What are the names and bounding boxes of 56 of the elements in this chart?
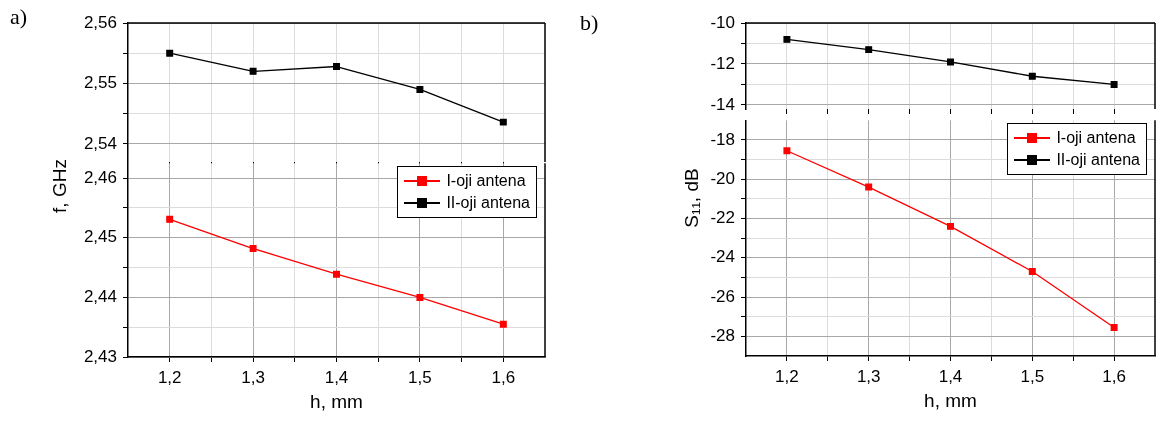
- x-tick-label: 1,3: [241, 367, 265, 387]
- x-axis-title: h, mm: [924, 389, 977, 411]
- point: [416, 293, 424, 301]
- x-tick-label: 1,6: [1102, 366, 1126, 386]
- x-tick-label: 1,2: [775, 366, 799, 386]
- point: [1110, 80, 1118, 88]
- point: [1028, 72, 1036, 80]
- point: [783, 147, 791, 155]
- y-axis-title: S₁₁, dB: [681, 168, 703, 228]
- point: [249, 67, 257, 75]
- x-tick-label: 1,2: [157, 367, 182, 387]
- point: [783, 35, 791, 43]
- y-tick-label: -26: [710, 286, 735, 306]
- y-tick-label: 2,44: [83, 287, 117, 307]
- y-tick-label: -14: [710, 94, 735, 114]
- y-tick-label: 2,43: [83, 346, 117, 366]
- point: [1028, 268, 1036, 276]
- y-tick-label: -20: [710, 168, 735, 188]
- x-tick-label: 1,5: [1020, 366, 1045, 386]
- point: [333, 270, 340, 278]
- legend-label: II-oji antena: [446, 193, 530, 213]
- legend-label: I-oji antena: [1056, 128, 1136, 148]
- y-tick-label: -12: [710, 53, 735, 73]
- y-tick-label: 2,55: [83, 73, 117, 93]
- y-tick-label: 2,46: [83, 167, 117, 187]
- point: [166, 49, 174, 57]
- point: [865, 46, 873, 54]
- legend-label: II-oji antena: [1056, 150, 1140, 170]
- point: [416, 86, 424, 93]
- x-tick-label: 1,4: [324, 367, 349, 387]
- point: [499, 118, 507, 126]
- point: [947, 222, 954, 230]
- point: [947, 58, 954, 66]
- y-tick-label: -24: [710, 247, 735, 267]
- chart-title: b): [580, 10, 599, 36]
- chart-title: a): [10, 4, 28, 30]
- y-tick-label: -28: [710, 326, 735, 346]
- y-tick-label: 2,45: [83, 227, 117, 247]
- y-tick-label: -18: [710, 129, 735, 149]
- y-tick-label: 2,54: [83, 133, 117, 153]
- point: [865, 183, 873, 191]
- point: [333, 63, 340, 70]
- point: [499, 320, 507, 328]
- x-tick-label: 1,4: [938, 366, 963, 386]
- y-tick-label: 2,56: [83, 12, 117, 32]
- point: [249, 245, 257, 253]
- x-tick-label: 1,5: [408, 367, 432, 387]
- y-tick-label: -10: [710, 12, 735, 32]
- legend-label: I-oji antena: [446, 171, 526, 191]
- x-tick-label: 1,3: [856, 366, 881, 386]
- y-axis-title: f, GHz: [49, 159, 71, 213]
- point: [166, 215, 174, 223]
- point: [1110, 324, 1118, 331]
- y-tick-label: -22: [710, 208, 735, 228]
- x-axis-title: h, mm: [310, 390, 363, 412]
- x-tick-label: 1,6: [491, 367, 516, 387]
